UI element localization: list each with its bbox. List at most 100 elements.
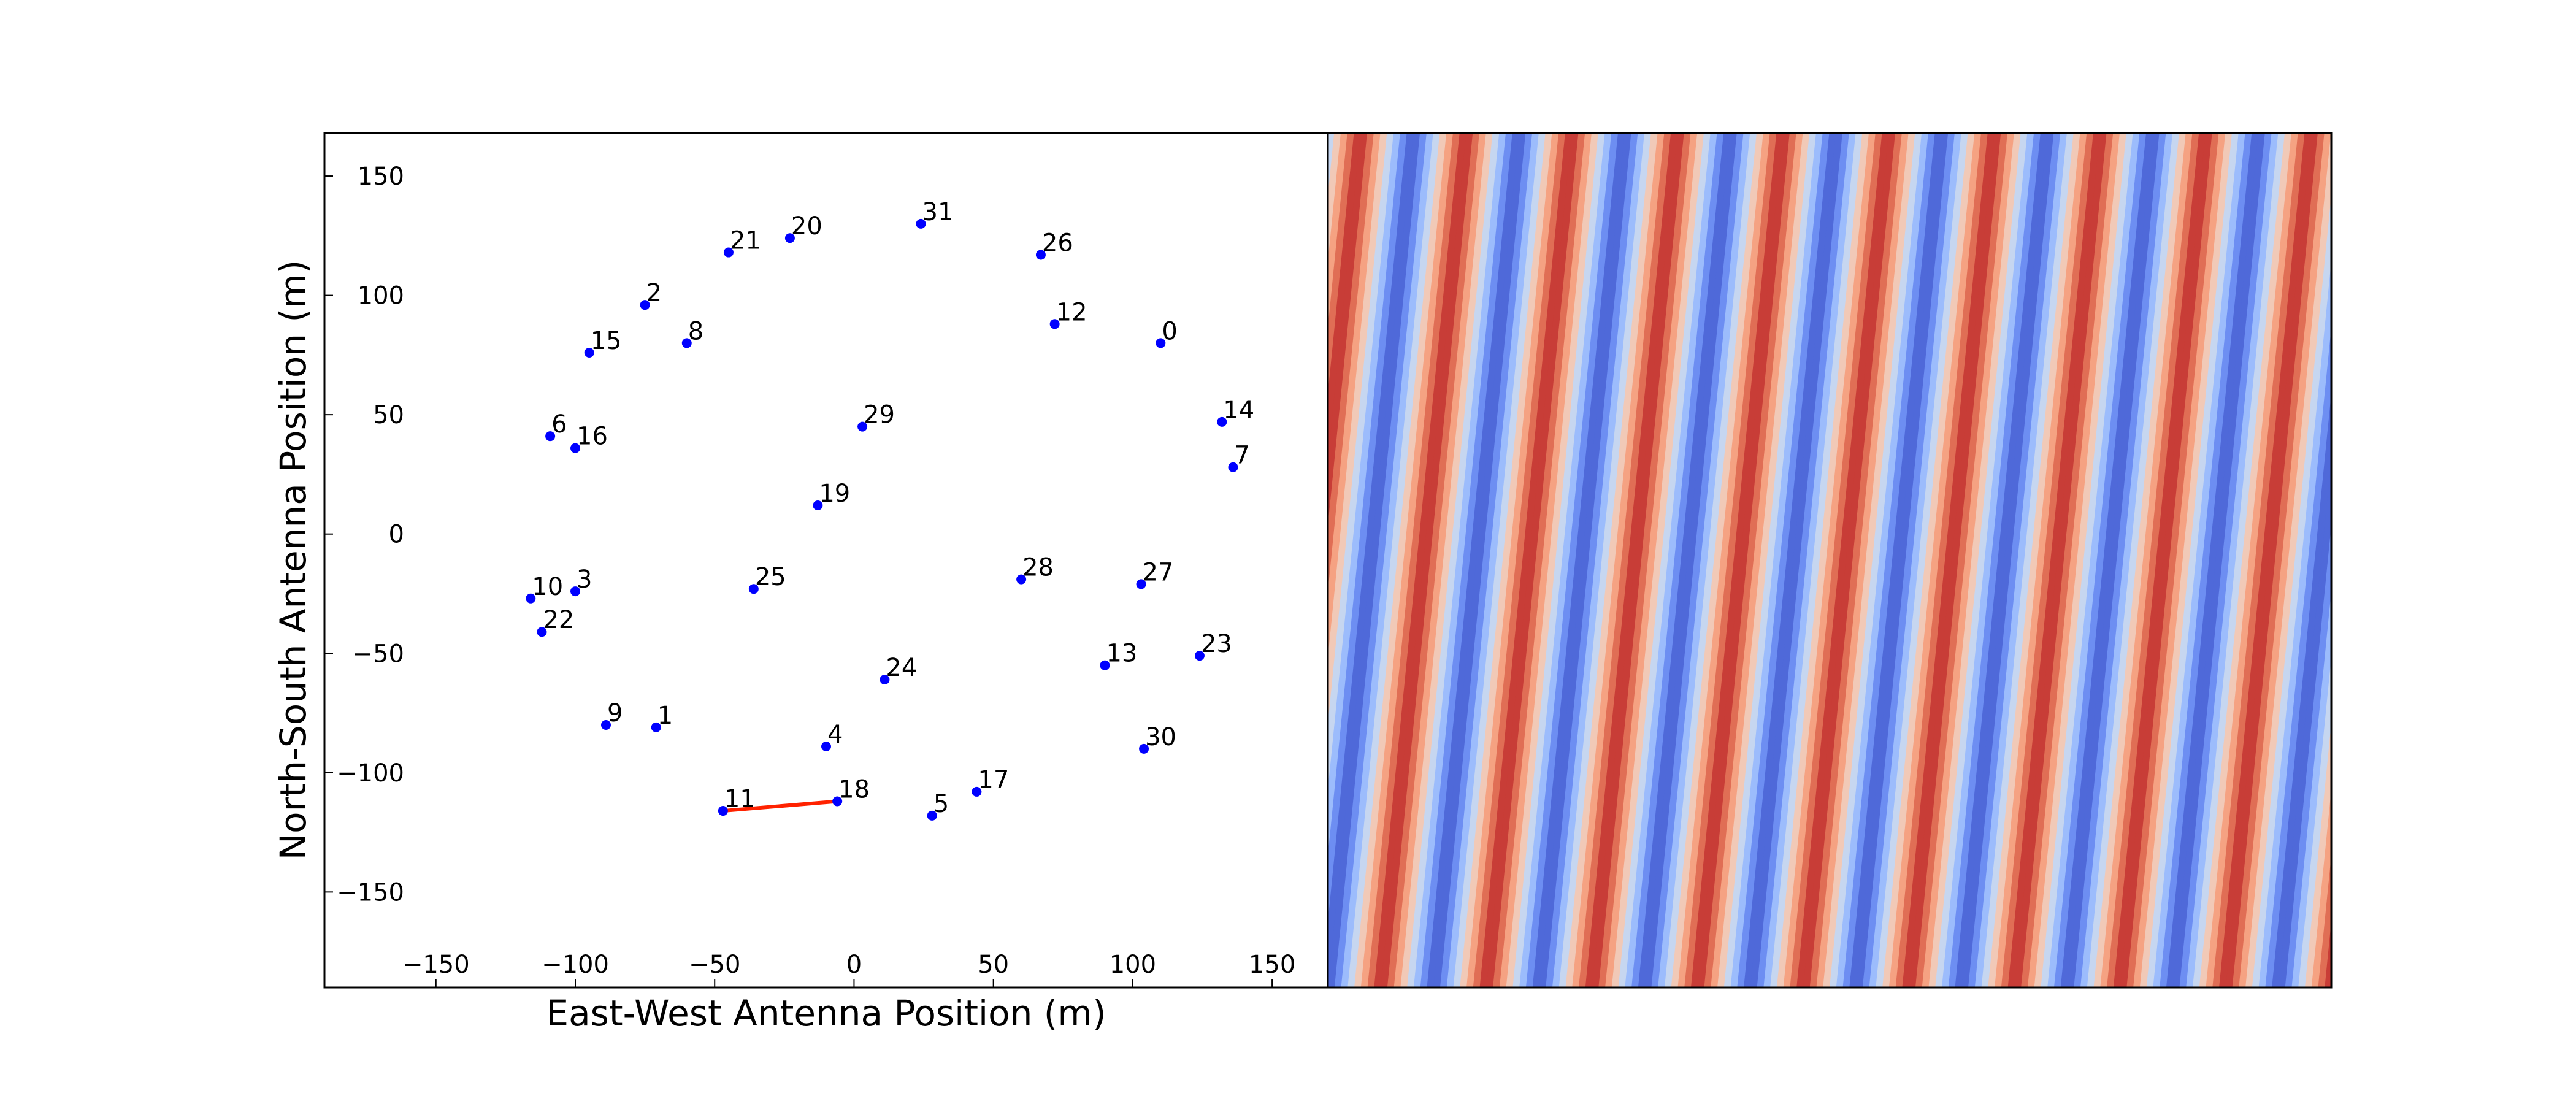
fringe-band <box>1658 133 1751 987</box>
fringe-band <box>1546 133 1639 987</box>
fringe-band <box>1347 133 1441 987</box>
fringe-band <box>1334 133 1427 987</box>
fringe-band <box>1836 133 1929 987</box>
fringe-band <box>1909 133 2002 987</box>
fringe-band <box>2219 133 2312 987</box>
antenna-label: 1 <box>657 702 673 730</box>
fringe-band <box>1876 133 1969 987</box>
baseline-group <box>723 799 838 813</box>
fringe-band <box>1525 133 1619 987</box>
fringe-band <box>1783 133 1876 987</box>
antenna-label: 31 <box>922 198 954 226</box>
antenna-point <box>640 300 650 310</box>
fringe-band <box>2265 327 2331 987</box>
fringe-band <box>1830 133 1922 987</box>
fringe-band <box>1625 133 1718 987</box>
antenna-point <box>1194 651 1205 661</box>
fringe-band <box>2166 133 2259 987</box>
x-tick-labels: −150 −100 −50 0 50 100 150 <box>402 951 1295 979</box>
fringe-band <box>1849 133 1942 987</box>
antenna-label: 27 <box>1143 558 1174 586</box>
antenna-point <box>1217 416 1227 427</box>
fringe-band <box>1757 133 1850 987</box>
x-tick-label: −50 <box>689 951 740 979</box>
antenna-point <box>1100 660 1110 670</box>
fringe-band <box>1506 133 1599 987</box>
antenna-label: 12 <box>1056 298 1087 326</box>
antenna-label: 18 <box>838 775 870 803</box>
fringe-band <box>2133 133 2226 987</box>
fringe-band <box>2258 261 2331 987</box>
fringe-band <box>1519 133 1612 987</box>
antenna-point <box>916 218 926 229</box>
fringe-band <box>2146 133 2239 987</box>
fringe-band <box>1842 133 1936 987</box>
fringe-band <box>1717 133 1810 987</box>
antenna-layout-plot: 0123456789101112131415161718192021222324… <box>272 132 1329 1034</box>
fringe-band <box>1882 133 1975 987</box>
fringe-band <box>1585 133 1678 987</box>
y-tick-label: −100 <box>337 759 404 788</box>
fringe-band <box>1809 133 1903 987</box>
fringe-band <box>2001 133 2094 987</box>
antenna-label: 28 <box>1022 554 1054 582</box>
antenna-label: 30 <box>1145 723 1176 751</box>
x-tick-label: 150 <box>1249 951 1295 979</box>
fringe-band <box>1796 133 1890 987</box>
fringe-band <box>1737 133 1830 987</box>
antenna-point <box>1049 319 1060 329</box>
antenna-label: 23 <box>1201 630 1232 658</box>
fringe-band <box>1427 133 1520 987</box>
y-tick-label: 100 <box>358 282 404 310</box>
fringe-band <box>2318 855 2331 987</box>
fringe-band <box>2107 133 2199 987</box>
fringe-band <box>1723 133 1817 987</box>
antenna-point <box>570 586 580 597</box>
fringe-band <box>2021 133 2114 987</box>
antenna-label: 20 <box>791 212 822 240</box>
antenna-points <box>526 218 1238 821</box>
fringe-band <box>1790 133 1883 987</box>
fringe-band <box>1671 133 1764 987</box>
fringe-band <box>2311 789 2331 987</box>
fringe-band <box>1631 133 1724 987</box>
antenna-point <box>972 786 982 797</box>
fringe-band <box>2212 133 2306 987</box>
antenna-point <box>1139 743 1149 754</box>
antenna-point <box>1228 462 1238 472</box>
fringe-band <box>1433 133 1527 987</box>
antenna-point <box>718 806 728 816</box>
fringe-band <box>1690 133 1784 987</box>
fringe-band <box>1948 133 2041 987</box>
antenna-label: 21 <box>730 227 761 255</box>
fringe-band <box>1770 133 1863 987</box>
fringe-band <box>1922 133 2015 987</box>
antenna-label: 2 <box>646 279 662 307</box>
fringe-band <box>2153 133 2246 987</box>
fringe-band <box>1460 133 1553 987</box>
fringe-band <box>2225 133 2318 987</box>
fringe-band <box>1697 133 1790 987</box>
y-axis-label: North-South Antenna Position (m) <box>272 260 314 861</box>
fringe-band <box>2093 133 2187 987</box>
antenna-point <box>1136 579 1146 589</box>
fringe-band <box>2014 133 2107 987</box>
antenna-point <box>526 593 536 604</box>
fringe-band <box>2232 133 2325 987</box>
fringe-band <box>1961 133 2055 987</box>
fringe-band <box>2041 133 2134 987</box>
y-tick-label: 0 <box>389 521 404 549</box>
fringe-band <box>1888 133 1982 987</box>
fringe-band <box>1420 133 1513 987</box>
x-tick-label: −150 <box>402 951 470 979</box>
fringe-band <box>1869 133 1962 987</box>
fringe-band <box>1387 133 1480 987</box>
antenna-point <box>584 347 594 358</box>
fringe-band <box>1407 133 1500 987</box>
fringe-band <box>1981 133 2074 987</box>
x-tick-label: 0 <box>846 951 862 979</box>
antenna-label: 5 <box>933 790 949 818</box>
fringe-band <box>2060 133 2153 987</box>
antenna-point <box>784 233 795 243</box>
fringe-band <box>1381 133 1473 987</box>
